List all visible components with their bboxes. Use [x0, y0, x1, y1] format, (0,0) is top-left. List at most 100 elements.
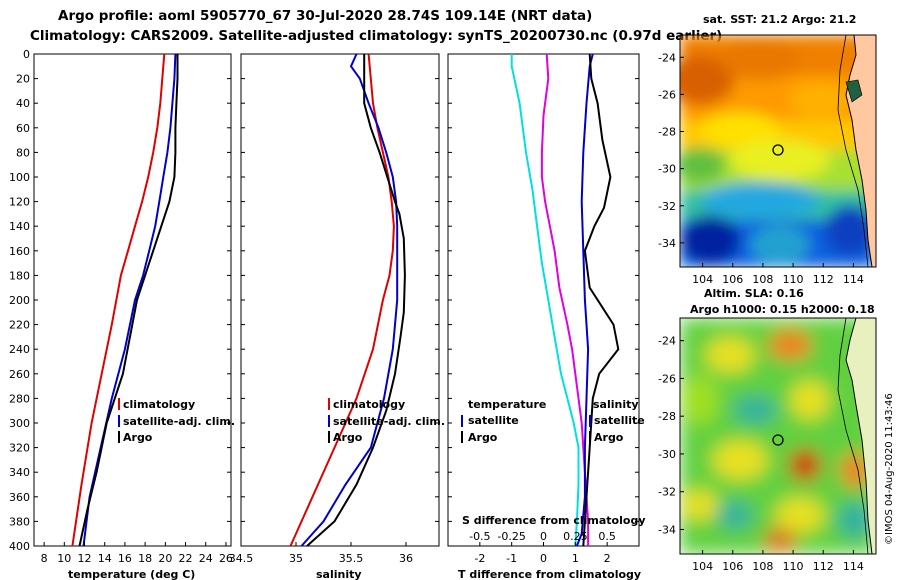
- map-x-tick-label: 106: [722, 273, 743, 286]
- series-line-temperature-argo: [540, 53, 590, 546]
- imos-credit: ©IMOS 04-Aug-2020 11:43:46: [884, 393, 895, 545]
- series-line-climatology: [71, 53, 166, 547]
- s-tick-label: -0.5: [469, 530, 490, 543]
- map-y-tick-label: -24: [658, 51, 676, 64]
- legend-temperature-heading: temperature: [468, 398, 546, 411]
- legend-satellite-label: satellite-adj. clim.: [333, 415, 445, 428]
- s-tick-label: 0.5: [598, 530, 616, 543]
- map-x-tick-label: 106: [722, 560, 743, 573]
- temperature-legend: climatology satellite-adj. clim. Argo: [118, 398, 235, 444]
- depth-tick-label: 20: [16, 73, 30, 86]
- series-line-salinity-satellite: [575, 53, 594, 547]
- figure-title-line1: Argo profile: aoml 5905770_67 30-Jul-202…: [58, 8, 592, 24]
- depth-tick-label: 60: [16, 122, 30, 135]
- legend-climatology-label: climatology: [333, 398, 405, 411]
- map-x-tick-label: 110: [783, 560, 804, 573]
- x-tick-label: -1: [506, 552, 517, 565]
- legend-climatology-label: climatology: [123, 398, 195, 411]
- depth-tick-label: 80: [16, 146, 30, 159]
- x-tick-label: 14: [98, 552, 112, 565]
- temperature-x-label: temperature (deg C): [68, 568, 195, 580]
- x-tick-label: 20: [158, 552, 172, 565]
- map-sst: [680, 35, 876, 267]
- map-x-tick-label: 110: [783, 273, 804, 286]
- series-line-argo: [306, 54, 406, 547]
- map-y-tick-label: -26: [658, 88, 676, 101]
- legend-s-satellite-label: satellite: [594, 414, 645, 427]
- map-y-tick-label: -30: [658, 163, 676, 176]
- legend-argo-label: Argo: [123, 431, 153, 444]
- depth-tick-label: 220: [9, 319, 30, 332]
- map-sst-title: sat. SST: 21.2 Argo: 21.2: [703, 13, 856, 26]
- series-line-climatology: [289, 53, 395, 547]
- map-sla-title-line1: Altim. SLA: 0.16: [704, 287, 804, 300]
- depth-tick-label: 100: [9, 171, 30, 184]
- s-tick-label: 0: [540, 530, 547, 543]
- depth-tick-label: 0: [23, 48, 30, 61]
- map-x-tick-label: 112: [813, 273, 834, 286]
- x-tick-label: 12: [78, 552, 92, 565]
- difference-s-label: S difference from climatology: [462, 514, 646, 527]
- depth-tick-label: 360: [9, 491, 30, 504]
- map-sla-axes: 104 106 108 110 112 114 -24 -26 -28 -30 -32 -34: [658, 335, 864, 573]
- x-tick-label: 36: [399, 552, 413, 565]
- legend-t-satellite-label: satellite: [468, 414, 519, 427]
- temperature-x-ticks: 8 10 12 14 16 18 20 22 24 26: [41, 542, 233, 565]
- legend-argo-label: Argo: [333, 431, 363, 444]
- salinity-x-label: salinity: [316, 568, 362, 580]
- depth-tick-label: 280: [9, 392, 30, 405]
- salinity-legend: climatology satellite-adj. clim. Argo: [328, 398, 445, 444]
- depth-tick-label: 240: [9, 343, 30, 356]
- figure-title-line2: Climatology: CARS2009. Satellite-adjuste…: [30, 28, 722, 44]
- x-tick-label: 34.5: [229, 552, 254, 565]
- s-tick-label: 0.25: [563, 530, 588, 543]
- map-x-tick-label: 112: [813, 560, 834, 573]
- difference-t-label: T difference from climatology: [458, 568, 641, 580]
- map-y-tick-label: -28: [658, 410, 676, 423]
- map-y-tick-label: -32: [658, 486, 676, 499]
- depth-tick-label: 160: [9, 245, 30, 258]
- series-line-salinity-argo: [582, 53, 620, 547]
- map-x-tick-label: 108: [752, 560, 773, 573]
- map-y-tick-label: -28: [658, 126, 676, 139]
- x-tick-label: 16: [118, 552, 132, 565]
- map-x-tick-label: 114: [843, 560, 864, 573]
- salinity-x-ticks: 34.5 35 35.5 36: [229, 542, 413, 565]
- legend-satellite-label: satellite-adj. clim.: [123, 415, 235, 428]
- depth-tick-label: 140: [9, 220, 30, 233]
- map-x-tick-label: 114: [843, 273, 864, 286]
- depth-tick-label: 320: [9, 442, 30, 455]
- x-tick-label: 8: [41, 552, 48, 565]
- x-tick-label: 2: [604, 552, 611, 565]
- map-y-tick-label: -32: [658, 200, 676, 213]
- series-line-temperature-satellite: [510, 54, 580, 547]
- map-x-tick-label: 108: [752, 273, 773, 286]
- s-tick-label: -0.25: [497, 530, 525, 543]
- difference-series: [510, 53, 620, 547]
- depth-tick-label: 380: [9, 515, 30, 528]
- depth-tick-label: 180: [9, 269, 30, 282]
- x-tick-label: 1: [572, 552, 579, 565]
- legend-salinity-heading: salinity: [593, 398, 639, 411]
- difference-legend: temperature satellite Argo salinity sate…: [461, 398, 645, 444]
- legend-s-argo-label: Argo: [594, 431, 624, 444]
- map-y-tick-label: -24: [658, 335, 676, 348]
- depth-tick-label: 260: [9, 368, 30, 381]
- x-tick-label: 22: [179, 552, 193, 565]
- x-tick-label: 35: [289, 552, 303, 565]
- map-sla-title-line2: Argo h1000: 0.15 h2000: 0.18: [690, 303, 875, 316]
- depth-tick-label: 200: [9, 294, 30, 307]
- temperature-panel-frame: [33, 53, 232, 547]
- map-y-tick-label: -34: [658, 237, 676, 250]
- x-tick-label: 18: [138, 552, 152, 565]
- map-y-tick-label: -30: [658, 448, 676, 461]
- map-y-tick-label: -34: [658, 523, 676, 536]
- map-x-tick-label: 104: [692, 560, 713, 573]
- x-tick-label: -2: [474, 552, 485, 565]
- series-line-argo: [78, 54, 179, 547]
- x-tick-label: 26: [219, 552, 233, 565]
- series-line-satellite-adj-clim-: [300, 53, 399, 547]
- legend-t-argo-label: Argo: [468, 431, 498, 444]
- difference-x-ticks: -2 -1 0 1 2 -0.5 -0.25 0 0.25 0.5: [469, 530, 616, 565]
- map-sst-axes: 104 106 108 110 112 114 -24 -26 -28 -30 -32 -34: [658, 51, 864, 286]
